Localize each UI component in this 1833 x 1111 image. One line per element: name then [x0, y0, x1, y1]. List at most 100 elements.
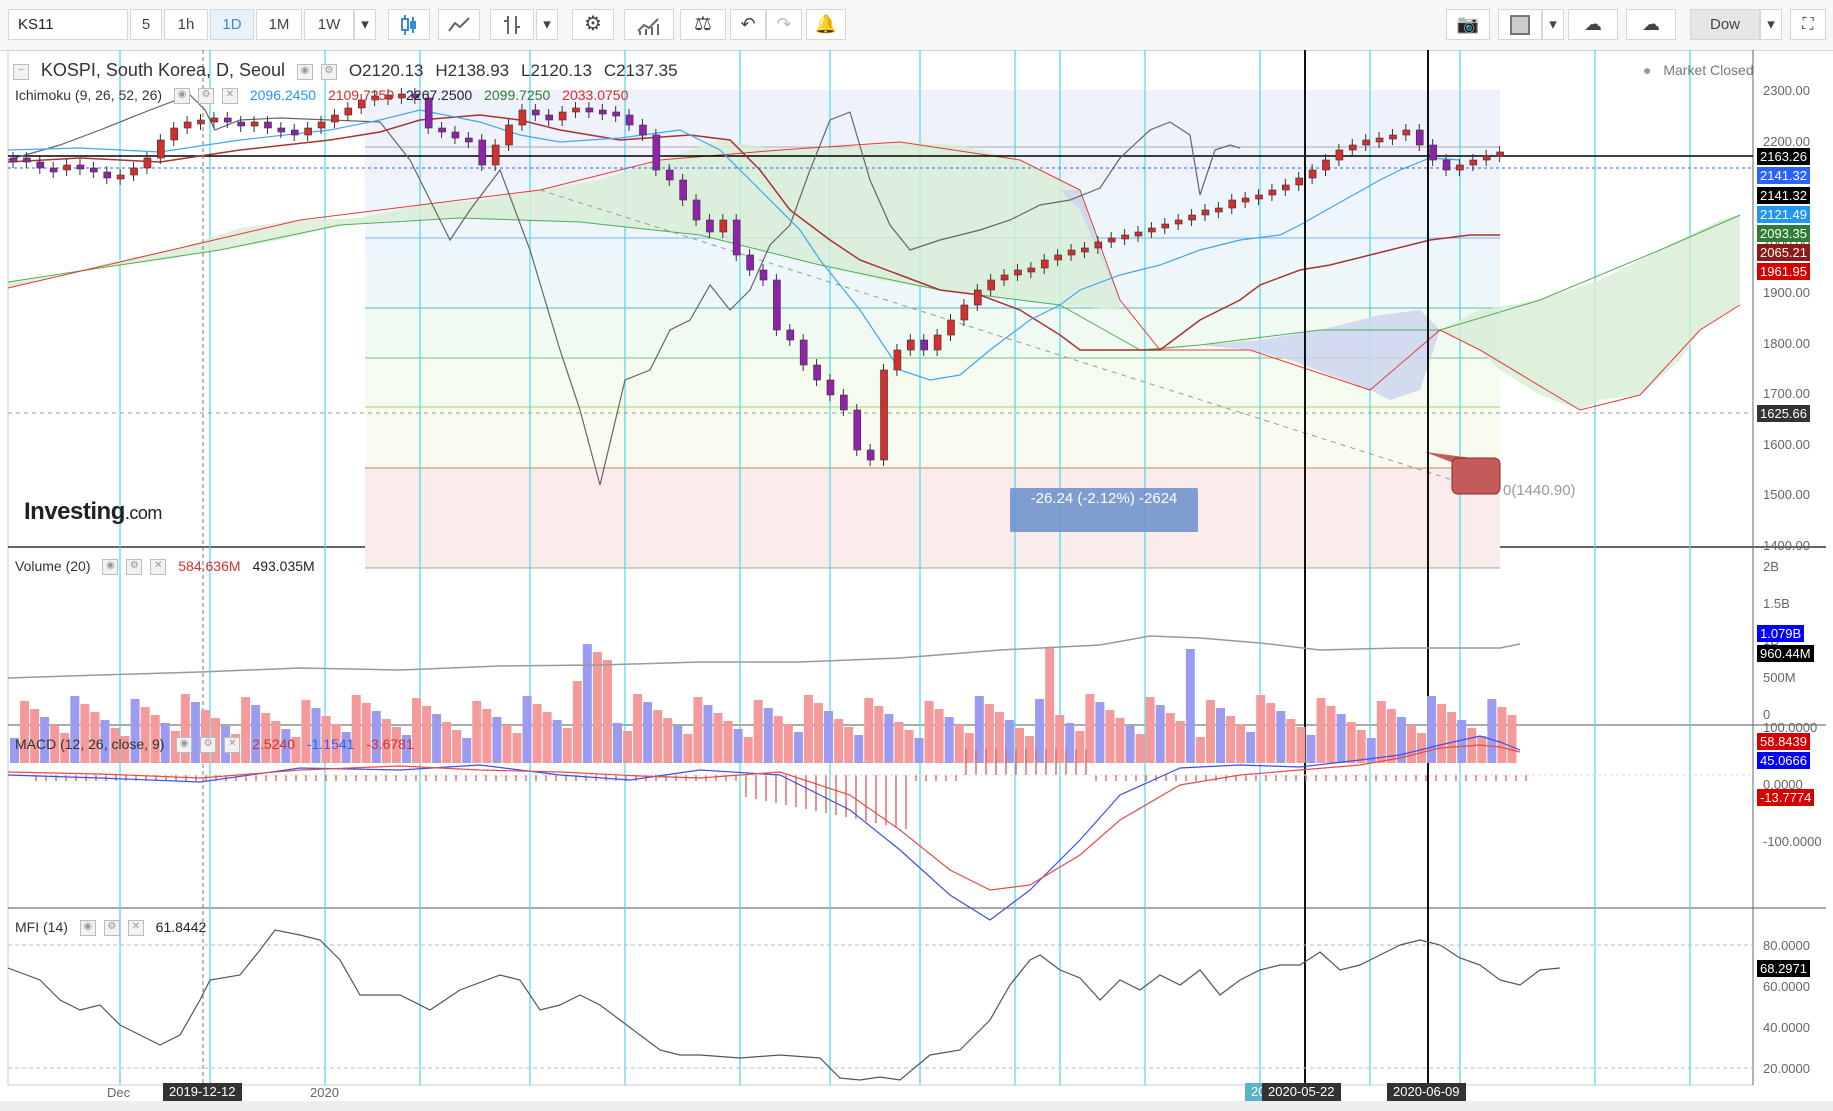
candle-body — [170, 127, 179, 141]
candle-body — [1348, 144, 1357, 151]
volume-bar — [80, 704, 90, 763]
candle-body — [853, 409, 862, 451]
candle-body — [344, 107, 353, 116]
compare-button[interactable] — [490, 9, 534, 40]
indicators-icon — [637, 18, 659, 35]
interval-5-button[interactable]: 5 — [130, 9, 162, 40]
volume-bar — [1447, 712, 1457, 763]
snapshot-button[interactable]: 📷 — [1446, 9, 1490, 40]
volume-bar — [924, 701, 934, 763]
candle-body — [719, 219, 728, 233]
close-icon[interactable]: ✕ — [127, 920, 144, 937]
volume-bar — [1366, 738, 1376, 763]
volume-bar — [1205, 700, 1215, 763]
time-tag-20200609: 2020-06-09 — [1387, 1083, 1466, 1101]
bar-chart-icon — [504, 16, 520, 34]
close-icon[interactable]: ✕ — [224, 737, 241, 754]
investing-logo: Investing.com — [24, 498, 162, 526]
volume-bar — [1437, 704, 1447, 763]
chart-area[interactable]: − KOSPI, South Korea, D, Seoul ◉ ⚙ O2120.… — [0, 50, 1833, 1101]
fib-zero-label: 0(1440.90) — [1503, 482, 1576, 499]
layout-button[interactable] — [1498, 9, 1542, 40]
candle-body — [130, 167, 138, 176]
volume-bar — [140, 707, 150, 763]
volume-bar — [974, 696, 984, 763]
close-icon[interactable]: ✕ — [150, 559, 167, 576]
callout-label: 6/9 — [1465, 431, 1487, 448]
fib-zone-7 — [365, 468, 1500, 568]
settings-button[interactable]: ⚙ — [572, 9, 614, 40]
candle-body — [1107, 237, 1116, 243]
volume-bar — [462, 738, 472, 763]
volume-bar — [281, 729, 291, 763]
settings-mini-icon[interactable]: ⚙ — [103, 920, 120, 937]
volume-bar — [432, 714, 442, 763]
interval-1h-button[interactable]: 1h — [164, 9, 208, 40]
candle-body — [1148, 227, 1156, 233]
price-axis-label: 1900.00 — [1763, 285, 1810, 300]
candle-body — [183, 121, 192, 129]
collapse-icon[interactable]: − — [13, 64, 29, 81]
candle-body — [90, 167, 98, 173]
volume-bar — [1195, 737, 1205, 763]
ichimoku-value-5: 2033.0750 — [562, 87, 629, 103]
volume-bar — [10, 738, 19, 763]
scale-icon: ⚖ — [694, 13, 712, 35]
candle-body — [786, 329, 795, 341]
layout-name-button[interactable]: Dow — [1690, 9, 1760, 40]
candle-body — [371, 95, 379, 101]
mfi-value-1: 61.8442 — [155, 919, 207, 935]
visibility-icon[interactable]: ◉ — [173, 88, 190, 105]
settings-mini-icon[interactable]: ⚙ — [200, 737, 217, 754]
kumo-cloud-green-future — [1440, 215, 1740, 410]
volume-bar — [1175, 721, 1185, 763]
interval-dropdown-button[interactable]: ▾ — [354, 9, 376, 40]
settings-mini-icon[interactable]: ⚙ — [197, 88, 214, 105]
volume-bar — [874, 706, 884, 763]
settings-mini-icon[interactable]: ⚙ — [126, 559, 143, 576]
save-chart-button[interactable]: ☁ — [1626, 9, 1676, 40]
volume-bar — [713, 713, 723, 763]
candle-body — [1482, 155, 1491, 161]
undo-button[interactable]: ↶ — [730, 9, 766, 40]
interval-1w-button[interactable]: 1W — [304, 9, 354, 40]
symbol-input[interactable]: KS11 — [8, 9, 128, 40]
candle-body — [1442, 159, 1451, 171]
volume-value-2: 493.035M — [252, 558, 315, 574]
candle-body — [1389, 134, 1397, 140]
volume-bar — [814, 703, 823, 763]
interval-1d-button[interactable]: 1D — [210, 9, 254, 40]
chart-canvas[interactable] — [0, 50, 1833, 1101]
volume-bar — [301, 700, 311, 763]
visibility-icon[interactable]: ◉ — [176, 737, 193, 754]
candle-body — [826, 379, 835, 396]
volume-bar — [100, 720, 110, 763]
main-price-tag: 2121.49 — [1757, 206, 1810, 223]
visibility-icon[interactable]: ◉ — [79, 920, 96, 937]
candle-body — [558, 111, 567, 121]
fullscreen-button[interactable]: ⛶ — [1790, 9, 1826, 40]
macd-name: MACD (12, 26, close, 9) — [15, 736, 165, 752]
redo-button[interactable]: ↷ — [766, 9, 802, 40]
layout-dropdown[interactable]: ▾ — [1542, 9, 1564, 40]
close-icon[interactable]: ✕ — [221, 88, 238, 105]
candle-body — [76, 164, 85, 170]
line-style-button[interactable] — [438, 9, 480, 40]
candle-body — [545, 114, 554, 121]
candle-body — [1094, 241, 1103, 249]
candle-body — [264, 121, 272, 129]
interval-1m-button[interactable]: 1M — [256, 9, 302, 40]
camera-icon: 📷 — [1456, 14, 1480, 34]
settings-mini-icon[interactable]: ⚙ — [320, 64, 337, 81]
volume-bar — [844, 727, 854, 763]
load-chart-button[interactable]: ☁ — [1568, 9, 1618, 40]
visibility-icon[interactable]: ◉ — [102, 559, 119, 576]
alert-button[interactable]: 🔔 — [806, 9, 846, 40]
compare-symbol-button[interactable]: ⚖ — [680, 9, 726, 40]
chart-type-dropdown[interactable]: ▾ — [536, 9, 558, 40]
indicators-button[interactable] — [624, 9, 674, 40]
candle-body — [1308, 169, 1317, 179]
layout-name-dropdown[interactable]: ▾ — [1760, 9, 1782, 40]
candle-style-button[interactable] — [388, 9, 430, 40]
visibility-icon[interactable]: ◉ — [296, 64, 313, 81]
